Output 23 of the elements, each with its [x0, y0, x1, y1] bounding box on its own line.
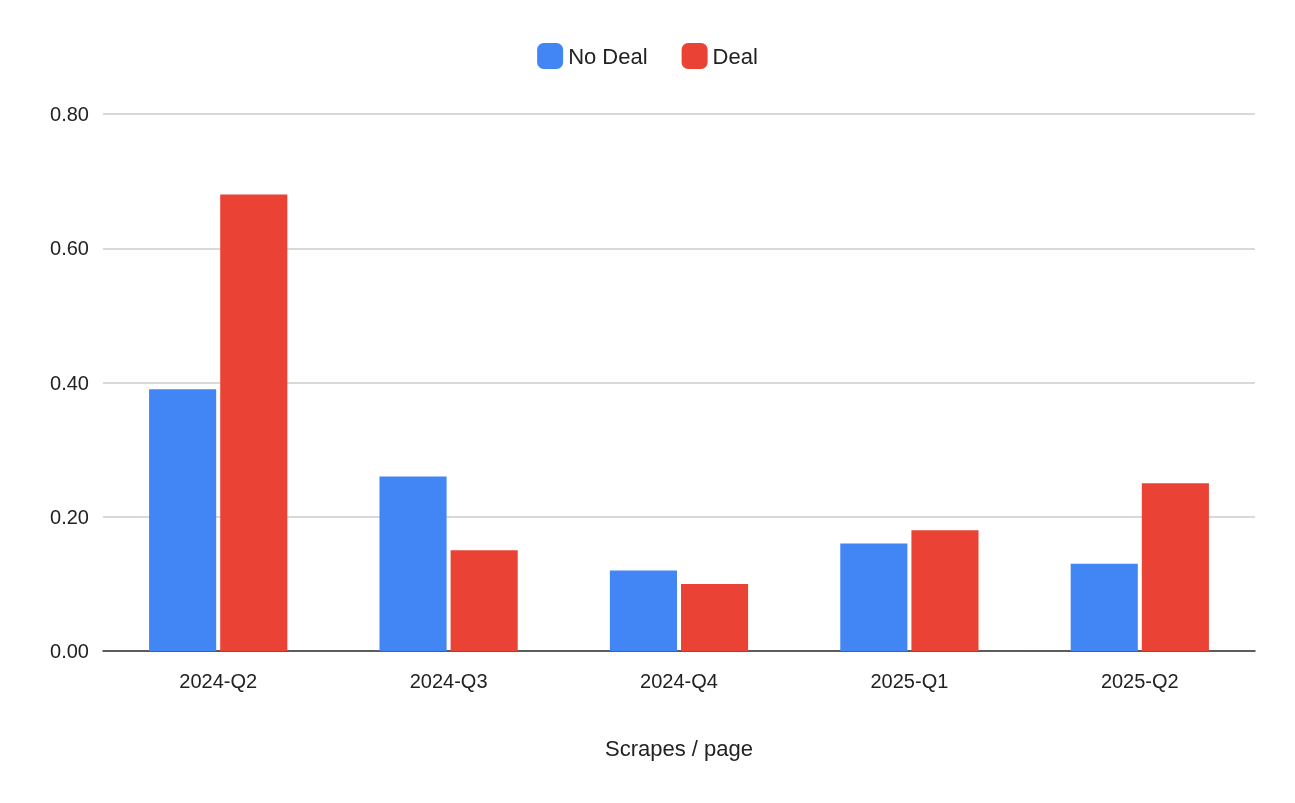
x-tick-label: 2025-Q1: [870, 670, 949, 692]
y-tick-label: 0.00: [50, 640, 89, 662]
legend-label: Deal: [712, 43, 758, 69]
x-axis-title: Scrapes / page: [605, 735, 753, 761]
bar: [379, 476, 447, 651]
bar: [840, 543, 908, 651]
y-tick-label: 0.40: [50, 371, 89, 394]
x-tick-label: 2024-Q2: [179, 670, 258, 692]
y-tick-label: 0.80: [50, 103, 89, 125]
y-tick-label: 0.60: [50, 237, 89, 260]
legend-label: No Deal: [568, 43, 648, 69]
bar: [681, 583, 749, 651]
y-tick-label: 0.20: [50, 505, 89, 528]
x-tick-label: 2024-Q4: [640, 670, 718, 692]
x-tick-label: 2025-Q2: [1100, 670, 1179, 692]
bar: [450, 550, 518, 651]
bar: [609, 570, 677, 651]
bar: [1141, 483, 1209, 651]
bar: [220, 194, 288, 651]
x-tick-label: 2024-Q3: [409, 670, 488, 692]
bar: [911, 530, 979, 651]
bar: [149, 389, 217, 651]
bar: [1070, 563, 1138, 651]
